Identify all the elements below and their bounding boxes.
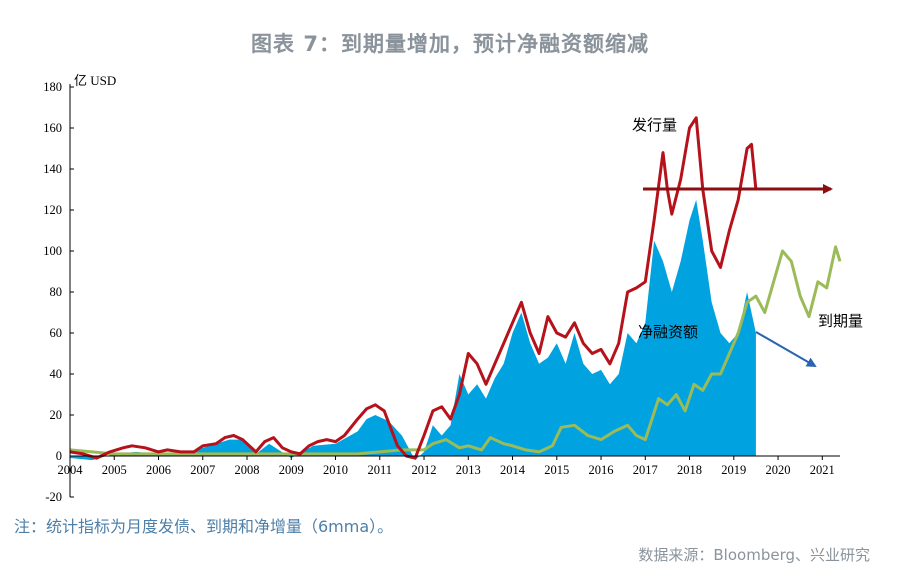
x-tick-label: 2006 <box>146 463 171 477</box>
x-tick-label: 2014 <box>500 463 526 477</box>
x-tick-label: 2017 <box>633 463 658 477</box>
y-tick-label: -20 <box>45 490 62 504</box>
x-tick-label: 2007 <box>190 463 215 477</box>
x-tick-label: 2018 <box>677 463 702 477</box>
x-tick-label: 2012 <box>412 463 437 477</box>
y-tick-label: 0 <box>56 449 62 463</box>
x-tick-label: 2010 <box>323 463 348 477</box>
x-tick-label: 2005 <box>102 463 127 477</box>
x-tick-label: 2019 <box>721 463 746 477</box>
net-financing-label: 净融资额 <box>638 323 698 341</box>
y-tick-label: 20 <box>50 408 63 422</box>
x-tick-label: 2016 <box>589 463 614 477</box>
x-tick-label: 2020 <box>766 463 791 477</box>
data-source: 数据来源：Bloomberg、兴业研究 <box>638 546 870 564</box>
y-tick-label: 40 <box>50 367 63 381</box>
y-axis-unit: 亿 USD <box>74 73 116 88</box>
y-tick-label: 120 <box>43 203 62 217</box>
x-tick-label: 2021 <box>810 463 835 477</box>
x-tick-label: 2004 <box>58 463 84 477</box>
x-tick-label: 2013 <box>456 463 481 477</box>
issuance-line <box>69 116 758 460</box>
y-tick-label: 140 <box>43 162 62 176</box>
x-tick-label: 2015 <box>544 463 569 477</box>
y-tick-label: 180 <box>43 80 62 94</box>
x-tick-label: 2008 <box>235 463 260 477</box>
x-tick-label: 2009 <box>279 463 304 477</box>
y-tick-label: 160 <box>43 121 62 135</box>
footnote: 注：统计指标为月度发债、到期和净增量（6mma）。 <box>14 517 394 536</box>
chart-title: 图表 7：到期量增加，预计净融资额缩减 <box>251 32 649 56</box>
y-tick-label: 80 <box>50 285 63 299</box>
issuance-label: 发行量 <box>632 116 677 134</box>
maturity-line <box>69 245 842 456</box>
net-trend-arrow <box>755 331 817 367</box>
y-tick-label: 100 <box>43 244 62 258</box>
x-tick-label: 2011 <box>367 463 392 477</box>
net-financing-area <box>70 199 756 461</box>
maturity-label: 到期量 <box>818 312 863 330</box>
y-tick-label: 60 <box>50 326 63 340</box>
